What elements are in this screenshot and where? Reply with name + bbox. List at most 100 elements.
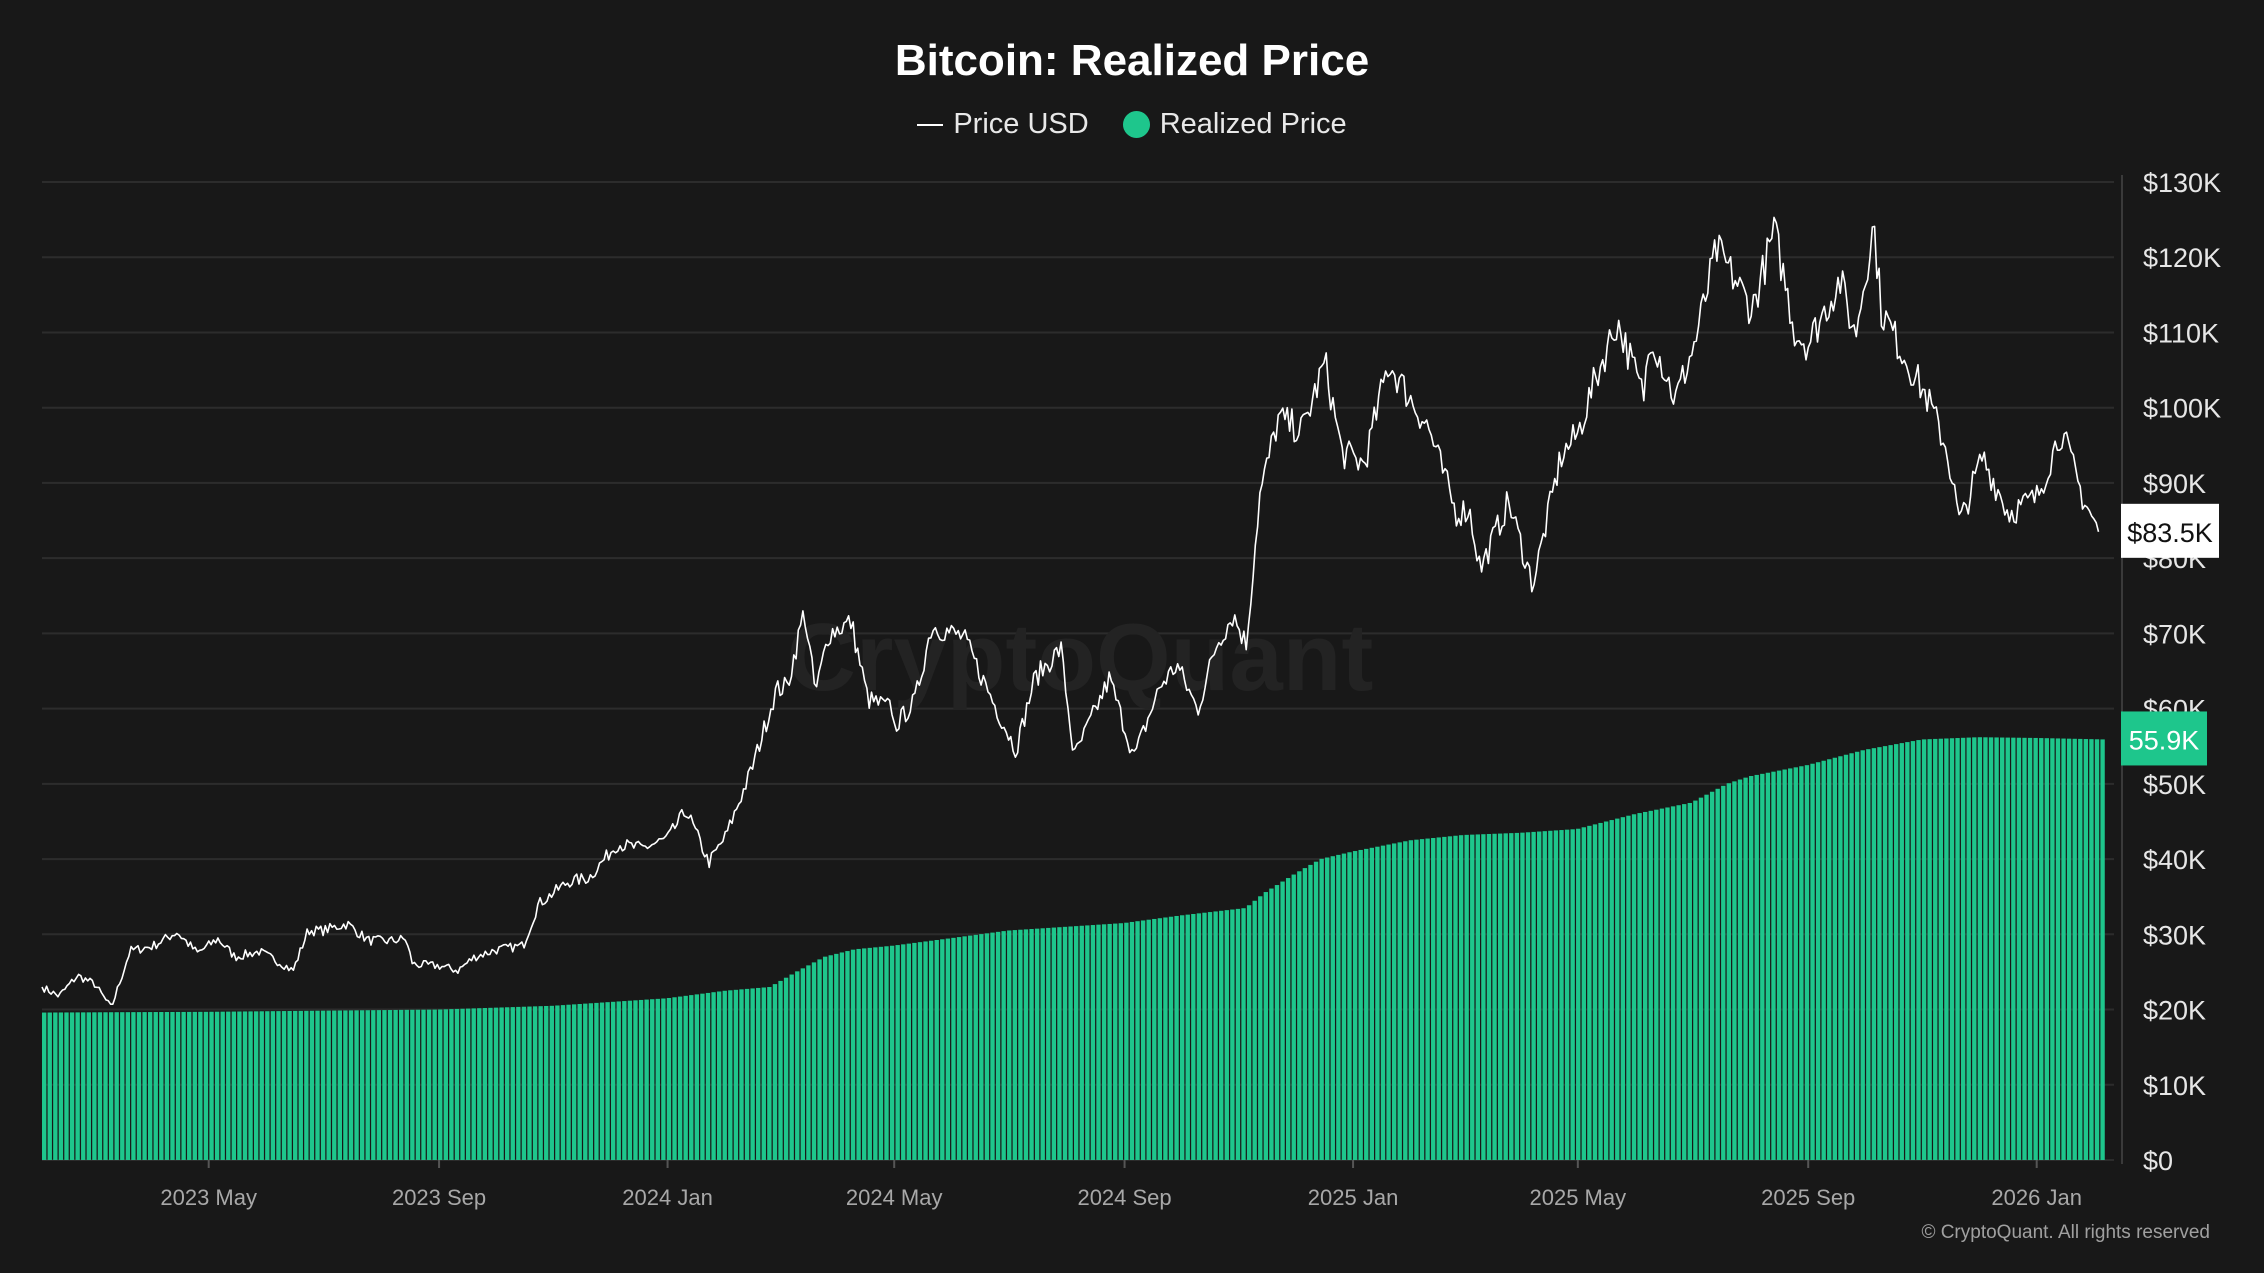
x-tick-label: 2024 Sep <box>1077 1185 1171 1210</box>
realized-price-bar <box>995 931 1001 1160</box>
realized-price-bar <box>1486 833 1492 1160</box>
realized-price-bar <box>566 1004 571 1160</box>
realized-price-bar <box>1040 928 1045 1160</box>
realized-price-bar <box>1994 737 1999 1160</box>
realized-price-bar <box>1938 738 1943 1160</box>
realized-price-bar <box>867 947 872 1160</box>
realized-price-bar <box>1163 917 1168 1160</box>
realized-price-bar <box>1765 772 1771 1160</box>
realized-price-bar <box>672 997 677 1160</box>
realized-price-bar <box>365 1010 370 1160</box>
realized-price-bar <box>599 1002 605 1160</box>
y-tick-label: $100K <box>2143 394 2221 424</box>
realized-price-bar <box>410 1009 415 1160</box>
realized-price-bar <box>276 1011 281 1160</box>
realized-price-bar <box>945 938 951 1160</box>
realized-price-bar <box>1871 748 1877 1160</box>
realized-price-bar <box>1615 818 1620 1160</box>
realized-price-bar <box>1609 820 1614 1160</box>
y-tick-label: $40K <box>2143 845 2206 875</box>
realized-price-bar <box>81 1012 86 1160</box>
realized-price-bar <box>371 1010 376 1160</box>
realized-price-bar <box>1280 881 1285 1160</box>
realized-price-bar <box>242 1011 248 1160</box>
realized-price-bar <box>226 1011 231 1160</box>
realized-price-bar <box>443 1009 448 1160</box>
realized-price-bar <box>555 1005 560 1160</box>
realized-price-bar <box>666 997 672 1160</box>
realized-price-bar <box>298 1010 303 1160</box>
realized-price-bar <box>1285 878 1291 1160</box>
realized-price-bar <box>677 996 683 1160</box>
realized-price-bar <box>231 1011 237 1160</box>
realized-price-bar <box>1358 849 1363 1160</box>
y-tick-label: $50K <box>2143 770 2206 800</box>
realized-price-bar <box>1447 836 1453 1160</box>
realized-price-bar <box>287 1011 292 1160</box>
realized-price-bar <box>934 940 939 1160</box>
realized-price-bar <box>1559 830 1564 1160</box>
realized-price-bar <box>1325 857 1330 1160</box>
watermark: CryptoQuant <box>787 604 1374 711</box>
realized-price-bar <box>661 998 666 1160</box>
realized-price-bar <box>86 1012 91 1160</box>
realized-price-bar <box>722 990 727 1160</box>
realized-price-bar <box>454 1008 460 1160</box>
realized-price-bar <box>1592 824 1598 1160</box>
legend-item-price-usd[interactable]: Price USD <box>917 108 1089 141</box>
realized-price-bar <box>1665 807 1670 1160</box>
realized-price-bar <box>1124 922 1129 1160</box>
realized-price-bar <box>47 1012 52 1160</box>
realized-price-bar <box>1258 896 1263 1160</box>
realized-price-bar <box>828 955 833 1160</box>
realized-price-bar <box>1849 753 1854 1160</box>
realized-price-bar <box>131 1012 136 1160</box>
realized-price-bar <box>1949 738 1955 1160</box>
realized-price-bar <box>1403 841 1408 1160</box>
realized-price-bar <box>1815 762 1821 1160</box>
realized-price-bar <box>471 1008 476 1160</box>
realized-price-bar <box>2022 737 2027 1160</box>
realized-price-bar <box>2011 737 2016 1160</box>
realized-price-bar <box>1174 915 1179 1160</box>
realized-price-bar <box>873 947 878 1160</box>
realized-price-bar <box>1118 923 1123 1160</box>
realized-price-bar <box>1531 831 1536 1160</box>
realized-price-bar <box>432 1009 437 1160</box>
realized-price-bar <box>1642 811 1648 1160</box>
realized-price-bar <box>1882 746 1888 1160</box>
realized-price-bar <box>1598 822 1603 1160</box>
realized-price-bar <box>376 1010 382 1160</box>
realized-price-bar <box>510 1007 515 1160</box>
realized-price-bar <box>2094 739 2100 1160</box>
realized-price-bar <box>2016 737 2022 1160</box>
realized-price-bar <box>198 1011 203 1160</box>
realized-price-bar <box>499 1007 504 1160</box>
realized-price-swatch <box>1122 111 1150 138</box>
legend-item-realized-price[interactable]: Realized Price <box>1122 108 1347 141</box>
realized-price-bar <box>1146 919 1151 1160</box>
realized-price-bar <box>393 1009 398 1160</box>
realized-price-bar <box>1252 900 1257 1160</box>
realized-price-bar <box>683 995 688 1160</box>
realized-price-bar <box>1804 765 1810 1160</box>
realized-price-bar <box>633 1000 638 1160</box>
realized-price-bar <box>304 1010 309 1160</box>
realized-price-bar <box>58 1012 64 1160</box>
y-tick-label: $130K <box>2143 168 2221 198</box>
realized-price-bar <box>1698 797 1704 1160</box>
realized-price-bar <box>1157 918 1163 1160</box>
realized-price-bar <box>1788 768 1793 1160</box>
realized-price-bar <box>806 965 811 1160</box>
realized-price-bar <box>120 1012 125 1160</box>
realized-price-bar <box>1408 840 1414 1160</box>
realized-price-bar <box>1933 738 1938 1160</box>
realized-price-bar <box>426 1009 432 1160</box>
realized-price-bar <box>2055 738 2061 1160</box>
realized-price-bar <box>1129 921 1135 1160</box>
realized-price-bar <box>75 1012 80 1160</box>
realized-price-bar <box>1113 923 1118 1160</box>
legend-label-price-usd: Price USD <box>953 108 1089 140</box>
realized-price-bar <box>415 1009 421 1160</box>
realized-price-bar <box>1866 749 1871 1160</box>
